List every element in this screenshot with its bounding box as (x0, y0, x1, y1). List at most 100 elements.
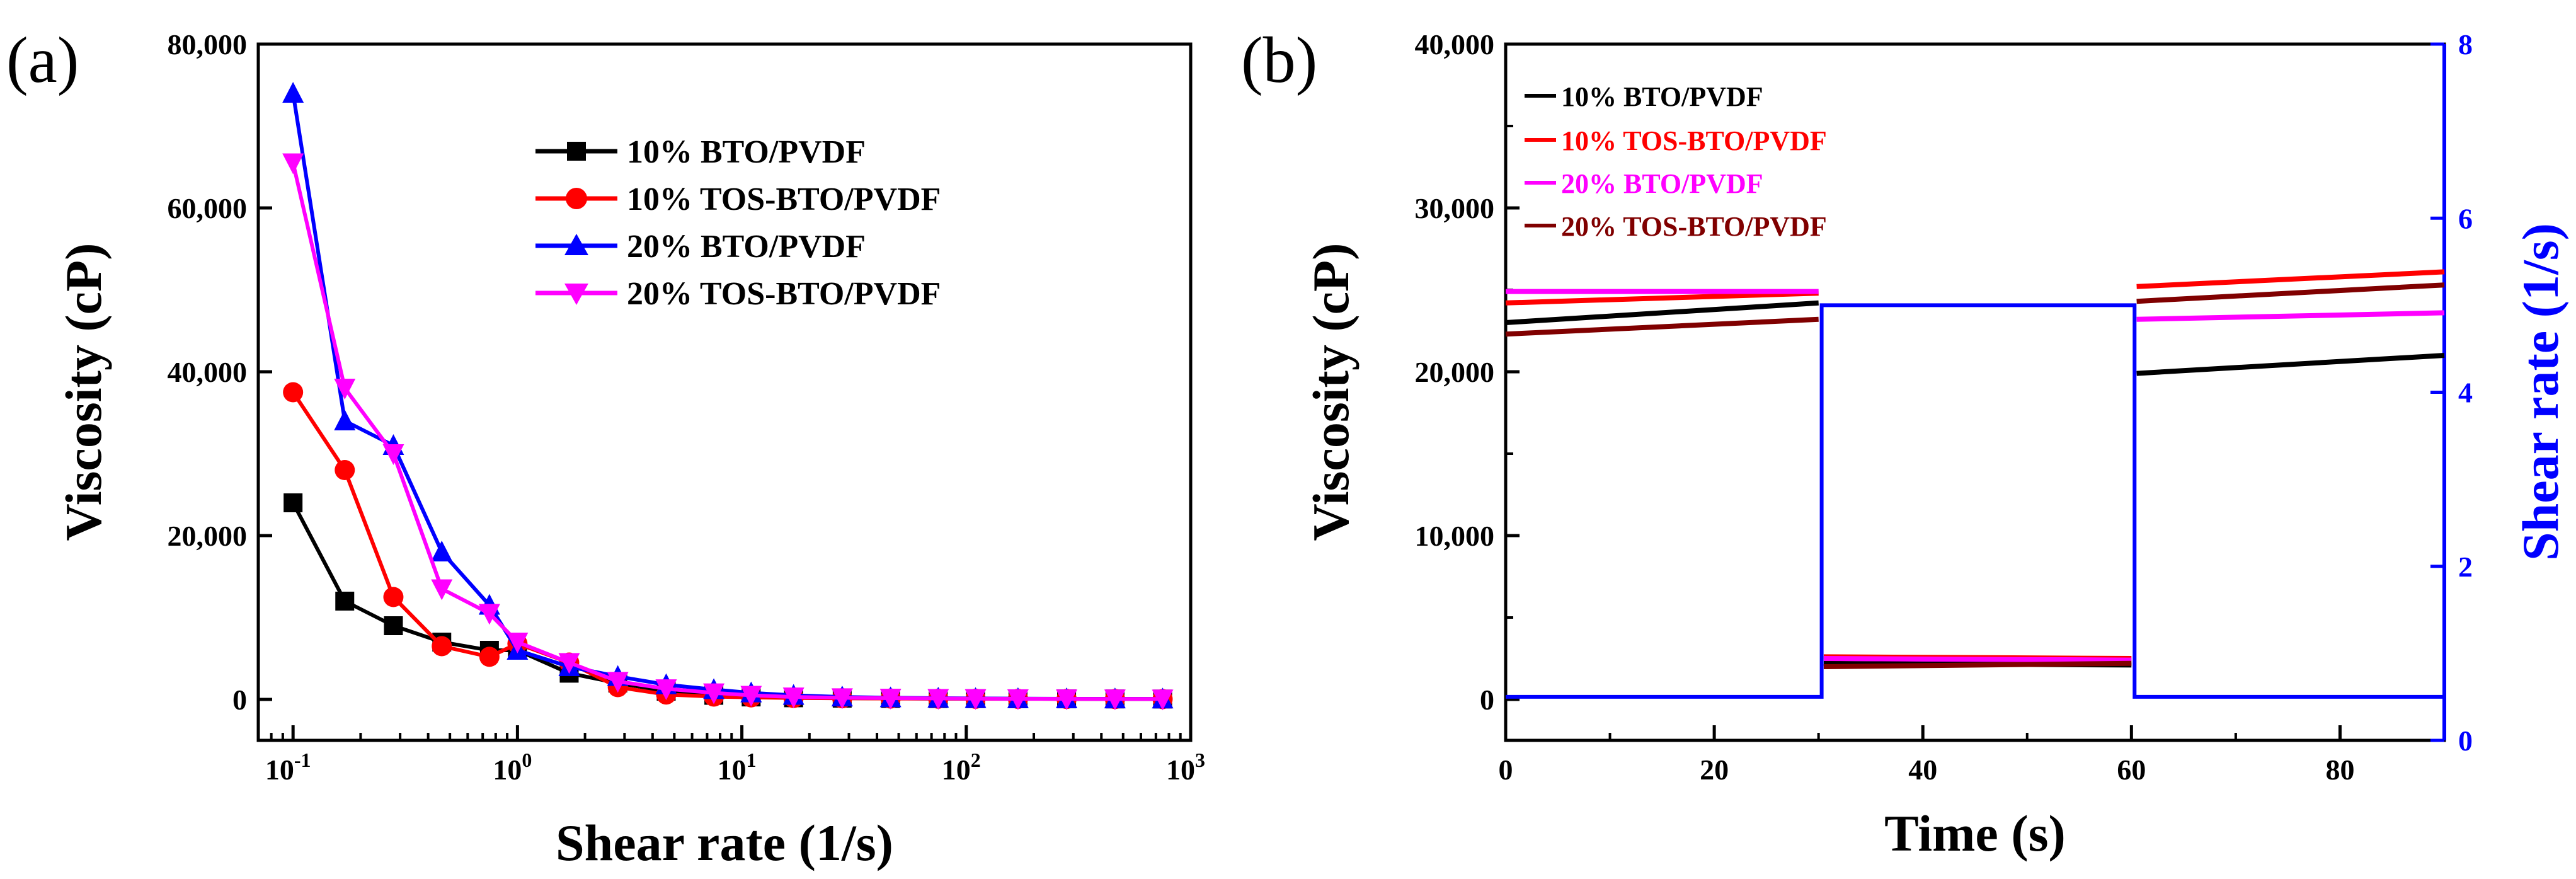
y-tick-label: 60,000 (168, 192, 248, 224)
series-segment (1823, 656, 2132, 663)
data-point (782, 687, 804, 709)
y-tick-label: 0 (1480, 684, 1494, 716)
panel-a-x-axis-title: Shear rate (1/s) (556, 814, 893, 871)
series-1 (1505, 300, 2445, 668)
data-point (383, 587, 404, 607)
y-tick-label: 80,000 (168, 28, 248, 60)
data-point (431, 541, 453, 561)
data-point (740, 686, 762, 707)
series-segment (1505, 290, 1819, 306)
y2-tick-label: 0 (2458, 725, 2473, 757)
legend-label: 20% TOS-BTO/PVDF (1561, 211, 1827, 242)
data-point (831, 688, 853, 710)
data-point (1104, 689, 1126, 711)
y-tick-label: 40,000 (1415, 28, 1495, 60)
panel-b-y-ticks: 0 10,000 20,000 30,000 40,000 (1415, 28, 1520, 716)
x-tick-label: 103 (1166, 749, 1205, 786)
x-tick-label: 0 (1499, 754, 1513, 786)
series-segment (1823, 660, 2132, 669)
panel-b-y2-ticks: 0 2 4 6 8 (2430, 28, 2473, 757)
panel-a-frame (256, 42, 1193, 742)
data-point (283, 382, 304, 403)
data-point (478, 604, 500, 625)
legend-label: 10% TOS-BTO/PVDF (1561, 125, 1827, 156)
legend-entry-20-bto: 20% BTO/PVDF (535, 229, 866, 265)
series-4 (1505, 282, 2445, 669)
series-segment (1505, 300, 1819, 325)
panel-b-label: (b) (1241, 24, 1317, 96)
data-point (382, 444, 404, 465)
x-tick-label: 60 (2117, 754, 2146, 786)
legend-label: 20% BTO/PVDF (1561, 168, 1763, 199)
panel-b-x-ticks: 0 20 40 60 80 (1499, 725, 2354, 786)
panel-a-legend: 10% BTO/PVDF 10% TOS-BTO/PVDF 20% BTO/PV… (535, 134, 941, 312)
y2-tick-label: 8 (2458, 28, 2473, 60)
series-3 (1506, 289, 2445, 663)
legend-entry-10-tos-bto: 10% TOS-BTO/PVDF (1525, 125, 1827, 156)
series-line (291, 391, 1163, 701)
series-segment (2136, 269, 2445, 289)
series-segment (2136, 353, 2445, 376)
x-tick-label: 102 (942, 749, 981, 786)
data-point (432, 636, 452, 657)
legend-label: 10% BTO/PVDF (1561, 81, 1763, 112)
data-point (965, 689, 987, 710)
legend-label: 20% TOS-BTO/PVDF (627, 276, 941, 312)
data-point (334, 379, 356, 399)
data-point (655, 679, 677, 701)
legend-entry-20-tos-bto: 20% TOS-BTO/PVDF (1525, 211, 1827, 242)
series-segment (2136, 282, 2445, 304)
panel-b-y2-axis-title: Shear rate (1/s) (2512, 223, 2569, 561)
legend-marker (564, 234, 588, 255)
data-point (558, 653, 580, 674)
series-line (291, 162, 1163, 701)
legend-marker (567, 142, 586, 161)
data-point (283, 493, 303, 512)
data-point (282, 153, 304, 175)
legend-entry-10-bto: 10% BTO/PVDF (535, 134, 866, 170)
data-point (703, 683, 725, 704)
y-tick-label: 20,000 (168, 520, 248, 552)
data-point (507, 633, 529, 653)
data-point (335, 592, 355, 611)
shear-rate-line (1506, 303, 2444, 699)
y-tick-label: 10,000 (1415, 520, 1495, 552)
series-1 (283, 493, 1172, 709)
legend-label: 20% BTO/PVDF (627, 229, 866, 265)
panel-a-y-axis-title: Viscosity (cP) (55, 243, 112, 541)
panel-a-y-ticks: 0 20,000 40,000 60,000 80,000 (168, 28, 272, 716)
panel-b-legend: 10% BTO/PVDF 10% TOS-BTO/PVDF 20% BTO/PV… (1525, 81, 1827, 242)
data-point (879, 689, 902, 710)
data-point (1007, 689, 1029, 710)
y2-tick-label: 6 (2458, 202, 2473, 234)
y-tick-label: 0 (232, 684, 247, 716)
series-segment (1505, 316, 1819, 337)
panel-b-series (1505, 269, 2445, 699)
y2-tick-label: 4 (2458, 377, 2473, 409)
panel-a-x-ticks: 10-1 100 101 102 103 (257, 725, 1205, 786)
data-point (1056, 689, 1078, 711)
x-tick-label: 40 (1908, 754, 1937, 786)
legend-label: 10% BTO/PVDF (627, 134, 866, 170)
y-tick-label: 30,000 (1415, 192, 1495, 224)
data-point (334, 410, 356, 430)
series-segment (2136, 310, 2445, 322)
panel-a-series (282, 82, 1174, 711)
data-point (335, 460, 355, 480)
y-tick-label: 40,000 (168, 356, 248, 388)
legend-entry-10-bto: 10% BTO/PVDF (1525, 81, 1763, 112)
data-point (479, 646, 500, 667)
panel-a-label: (a) (6, 24, 79, 96)
legend-label: 10% TOS-BTO/PVDF (627, 181, 941, 217)
legend-marker (566, 188, 587, 209)
panel-b: (b) Viscosity (cP) Shear rate (1/s) Time… (1241, 24, 2569, 862)
data-point (384, 616, 403, 635)
series-4 (282, 153, 1174, 711)
data-point (607, 672, 629, 693)
x-tick-label: 10-1 (265, 749, 311, 786)
y-tick-label: 20,000 (1415, 356, 1495, 388)
panel-b-x-axis-title: Time (s) (1884, 805, 2066, 862)
y2-tick-label: 2 (2458, 551, 2473, 583)
x-tick-label: 101 (718, 749, 757, 786)
